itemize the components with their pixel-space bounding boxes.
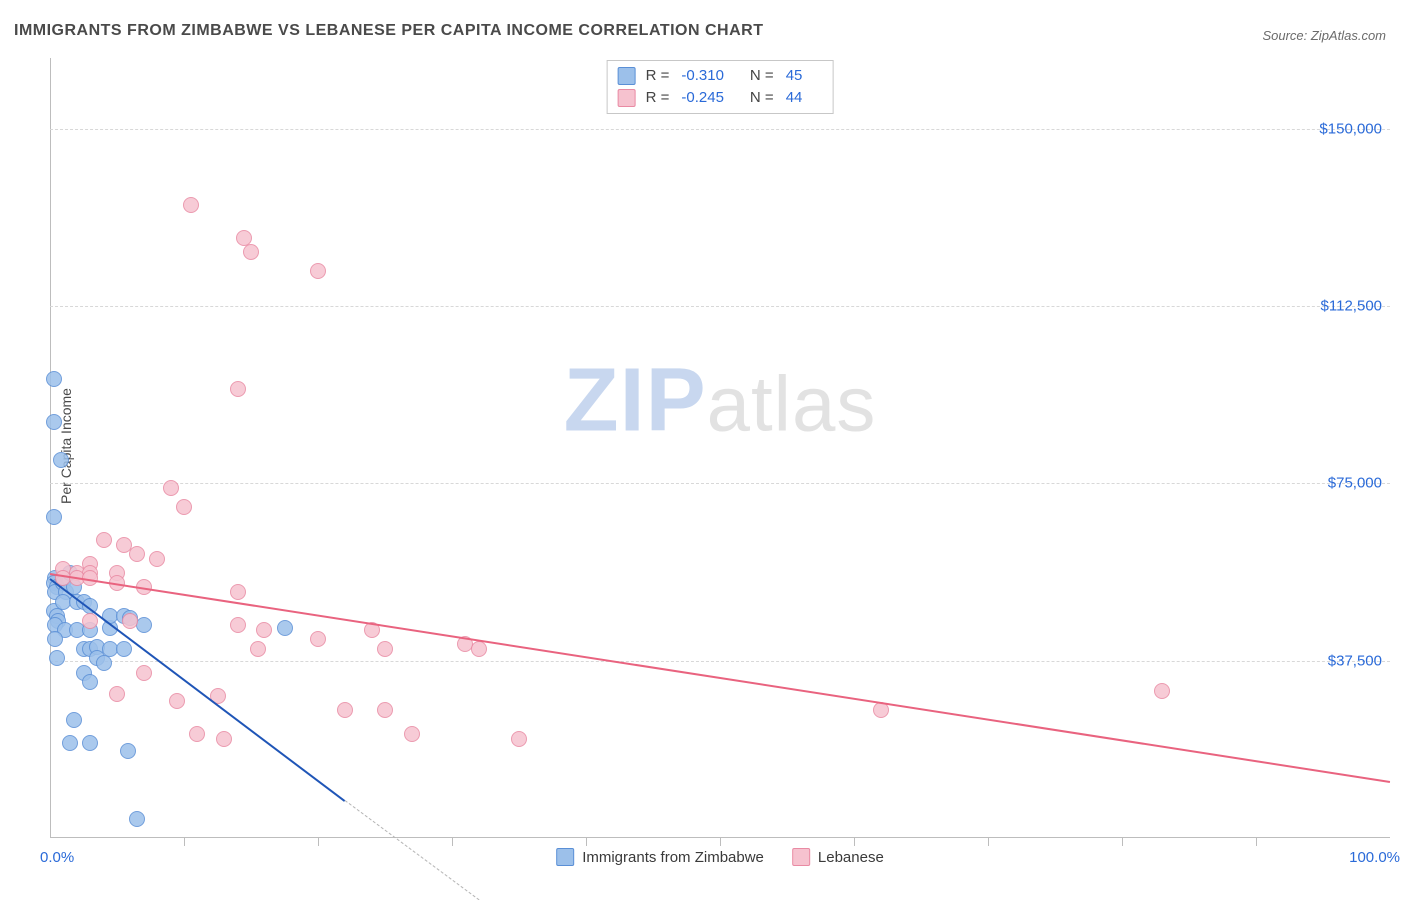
data-point (256, 622, 272, 638)
data-point (53, 452, 69, 468)
data-point (250, 641, 266, 657)
legend-item-lebanese: Lebanese (792, 848, 884, 866)
n-value-lebanese: 44 (786, 87, 803, 109)
correlation-legend: R = -0.310 N = 45 R = -0.245 N = 44 (607, 60, 834, 114)
n-label: N = (750, 87, 774, 109)
chart-title: IMMIGRANTS FROM ZIMBABWE VS LEBANESE PER… (14, 22, 763, 40)
y-tick-label: $37,500 (1328, 652, 1382, 669)
regression-line (344, 800, 479, 900)
x-tick (854, 838, 855, 846)
data-point (96, 655, 112, 671)
watermark-suffix: atlas (707, 360, 877, 448)
data-point (120, 743, 136, 759)
data-point (46, 509, 62, 525)
gridline (50, 661, 1390, 662)
source-attribution: Source: ZipAtlas.com (1262, 28, 1386, 43)
scatter-plot: ZIPatlas $37,500$75,000$112,500$150,000 … (50, 58, 1390, 838)
data-point (163, 480, 179, 496)
x-tick (184, 838, 185, 846)
data-point (471, 641, 487, 657)
data-point (122, 613, 138, 629)
x-tick (1122, 838, 1123, 846)
legend-label-zimbabwe: Immigrants from Zimbabwe (582, 849, 764, 866)
data-point (1154, 683, 1170, 699)
data-point (404, 726, 420, 742)
data-point (243, 244, 259, 260)
data-point (129, 546, 145, 562)
x-tick (1256, 838, 1257, 846)
swatch-zimbabwe (556, 848, 574, 866)
legend-row-zimbabwe: R = -0.310 N = 45 (618, 65, 819, 87)
series-legend: Immigrants from Zimbabwe Lebanese (556, 848, 884, 866)
data-point (377, 702, 393, 718)
x-tick (452, 838, 453, 846)
data-point (216, 731, 232, 747)
swatch-lebanese (792, 848, 810, 866)
r-value-zimbabwe: -0.310 (681, 65, 724, 87)
watermark: ZIPatlas (564, 350, 877, 453)
data-point (96, 532, 112, 548)
data-point (82, 735, 98, 751)
data-point (62, 735, 78, 751)
data-point (46, 414, 62, 430)
x-min-label: 0.0% (40, 849, 74, 866)
y-axis (50, 58, 51, 838)
x-tick (318, 838, 319, 846)
data-point (230, 617, 246, 633)
gridline (50, 483, 1390, 484)
r-value-lebanese: -0.245 (681, 87, 724, 109)
data-point (189, 726, 205, 742)
r-label: R = (646, 65, 670, 87)
data-point (511, 731, 527, 747)
watermark-prefix: ZIP (564, 351, 707, 451)
gridline (50, 129, 1390, 130)
data-point (230, 381, 246, 397)
x-tick (720, 838, 721, 846)
gridline (50, 306, 1390, 307)
n-label: N = (750, 65, 774, 87)
data-point (337, 702, 353, 718)
x-max-label: 100.0% (1349, 849, 1400, 866)
x-tick (988, 838, 989, 846)
data-point (49, 650, 65, 666)
y-tick-label: $150,000 (1319, 120, 1382, 137)
data-point (82, 674, 98, 690)
y-tick-label: $75,000 (1328, 475, 1382, 492)
data-point (129, 811, 145, 827)
data-point (66, 712, 82, 728)
data-point (377, 641, 393, 657)
data-point (310, 263, 326, 279)
legend-row-lebanese: R = -0.245 N = 44 (618, 87, 819, 109)
data-point (183, 197, 199, 213)
data-point (109, 686, 125, 702)
x-tick (586, 838, 587, 846)
data-point (47, 631, 63, 647)
data-point (149, 551, 165, 567)
data-point (169, 693, 185, 709)
data-point (136, 665, 152, 681)
r-label: R = (646, 87, 670, 109)
data-point (310, 631, 326, 647)
legend-item-zimbabwe: Immigrants from Zimbabwe (556, 848, 764, 866)
n-value-zimbabwe: 45 (786, 65, 803, 87)
y-tick-label: $112,500 (1321, 298, 1382, 315)
legend-label-lebanese: Lebanese (818, 849, 884, 866)
data-point (230, 584, 246, 600)
data-point (176, 499, 192, 515)
data-point (46, 371, 62, 387)
data-point (277, 620, 293, 636)
swatch-zimbabwe (618, 67, 636, 85)
regression-line (50, 573, 1390, 783)
data-point (116, 641, 132, 657)
swatch-lebanese (618, 89, 636, 107)
